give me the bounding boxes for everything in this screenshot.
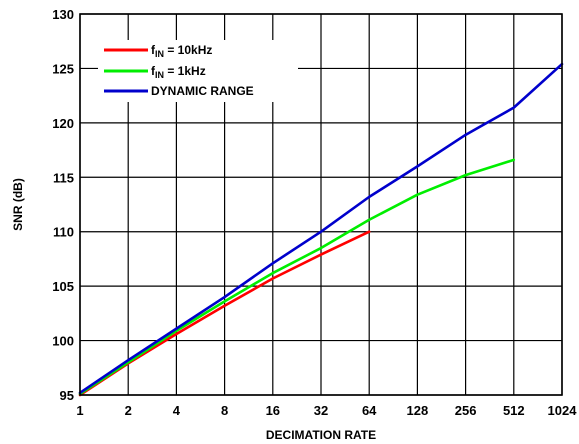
y-tick-label: 105 <box>52 279 74 294</box>
y-tick-label: 110 <box>53 225 74 240</box>
x-tick-label: 2 <box>125 403 132 418</box>
x-tick-label: 1024 <box>548 403 578 418</box>
legend-label-0: fIN = 10kHz <box>151 43 212 59</box>
y-axis-title: SNR (dB) <box>11 178 25 231</box>
x-tick-label: 4 <box>173 403 181 418</box>
series-lines <box>78 62 564 397</box>
series-line-1 <box>78 158 516 396</box>
x-tick-label: 1 <box>76 403 83 418</box>
x-tick-label: 64 <box>362 403 377 418</box>
y-tick-label: 95 <box>60 388 74 403</box>
y-tick-label: 130 <box>52 7 74 22</box>
y-tick-label: 125 <box>52 61 74 76</box>
legend: fIN = 10kHz fIN = 1kHz DYNAMIC RANGE <box>104 43 254 98</box>
y-tick-labels: 95 100 105 110 115 120 125 130 <box>52 7 74 403</box>
x-tick-label: 128 <box>407 403 429 418</box>
x-axis-title: DECIMATION RATE <box>266 428 376 442</box>
x-tick-label: 8 <box>221 403 228 418</box>
y-tick-label: 100 <box>52 334 74 349</box>
x-tick-label: 32 <box>314 403 328 418</box>
y-tick-label: 120 <box>52 116 74 131</box>
x-tick-label: 16 <box>266 403 280 418</box>
y-tick-label: 115 <box>53 170 74 185</box>
legend-label-1: fIN = 1kHz <box>151 64 206 80</box>
plot-frame <box>79 13 563 396</box>
x-tick-label: 256 <box>455 403 477 418</box>
x-tick-label: 512 <box>503 403 525 418</box>
legend-label-2: DYNAMIC RANGE <box>151 84 254 98</box>
series-line-2 <box>78 62 564 395</box>
x-tick-labels: 1 2 4 8 16 32 64 128 256 512 1024 <box>76 403 577 418</box>
